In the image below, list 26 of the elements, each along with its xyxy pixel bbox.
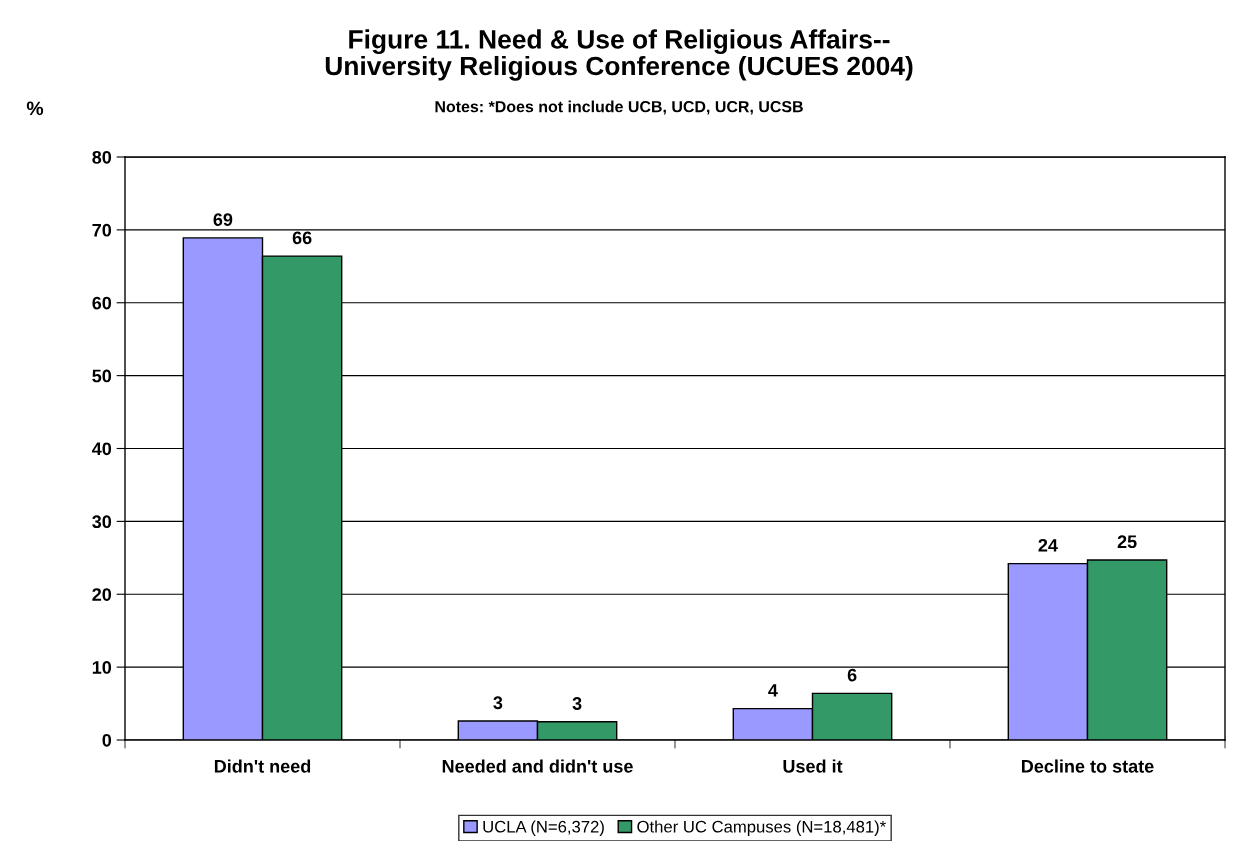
y-tick-label: 20 (92, 588, 112, 601)
y-tick-label: 50 (92, 369, 112, 383)
data-label: 6 (847, 668, 857, 682)
data-label: 69 (213, 213, 233, 226)
x-tick-label: Decline to state (1021, 759, 1154, 773)
y-tick-label: 60 (92, 296, 112, 310)
chart-subtitle: Notes: *Does not include UCB, UCD, UCR, UCSB (435, 100, 803, 115)
data-label: 24 (1038, 538, 1058, 552)
y-tick-label: 80 (92, 150, 112, 164)
y-tick-label: 40 (92, 442, 112, 456)
chart-title: Figure 11. Need & Use of Religious Affairs-- University Religious Conference (UCUES 2004) (325, 29, 913, 81)
y-tick-label: 10 (92, 661, 112, 674)
legend-label: Other UC Campuses (N=18,481)* (637, 820, 886, 836)
data-label: 66 (292, 231, 312, 245)
y-axis-title: % (26, 101, 44, 116)
y-tick-label: 0 (102, 733, 112, 747)
legend-label: UCLA (N=6,372) (483, 820, 604, 836)
x-tick-label: Didn't need (214, 759, 311, 773)
data-label: 25 (1117, 535, 1137, 549)
data-label: 3 (493, 696, 503, 710)
data-label: 4 (768, 684, 778, 697)
y-tick-label: 30 (92, 515, 112, 529)
x-tick-label: Used it (783, 759, 843, 773)
y-tick-label: 70 (92, 223, 112, 237)
data-label: 3 (572, 697, 582, 710)
x-tick-label: Needed and didn't use (442, 759, 633, 773)
